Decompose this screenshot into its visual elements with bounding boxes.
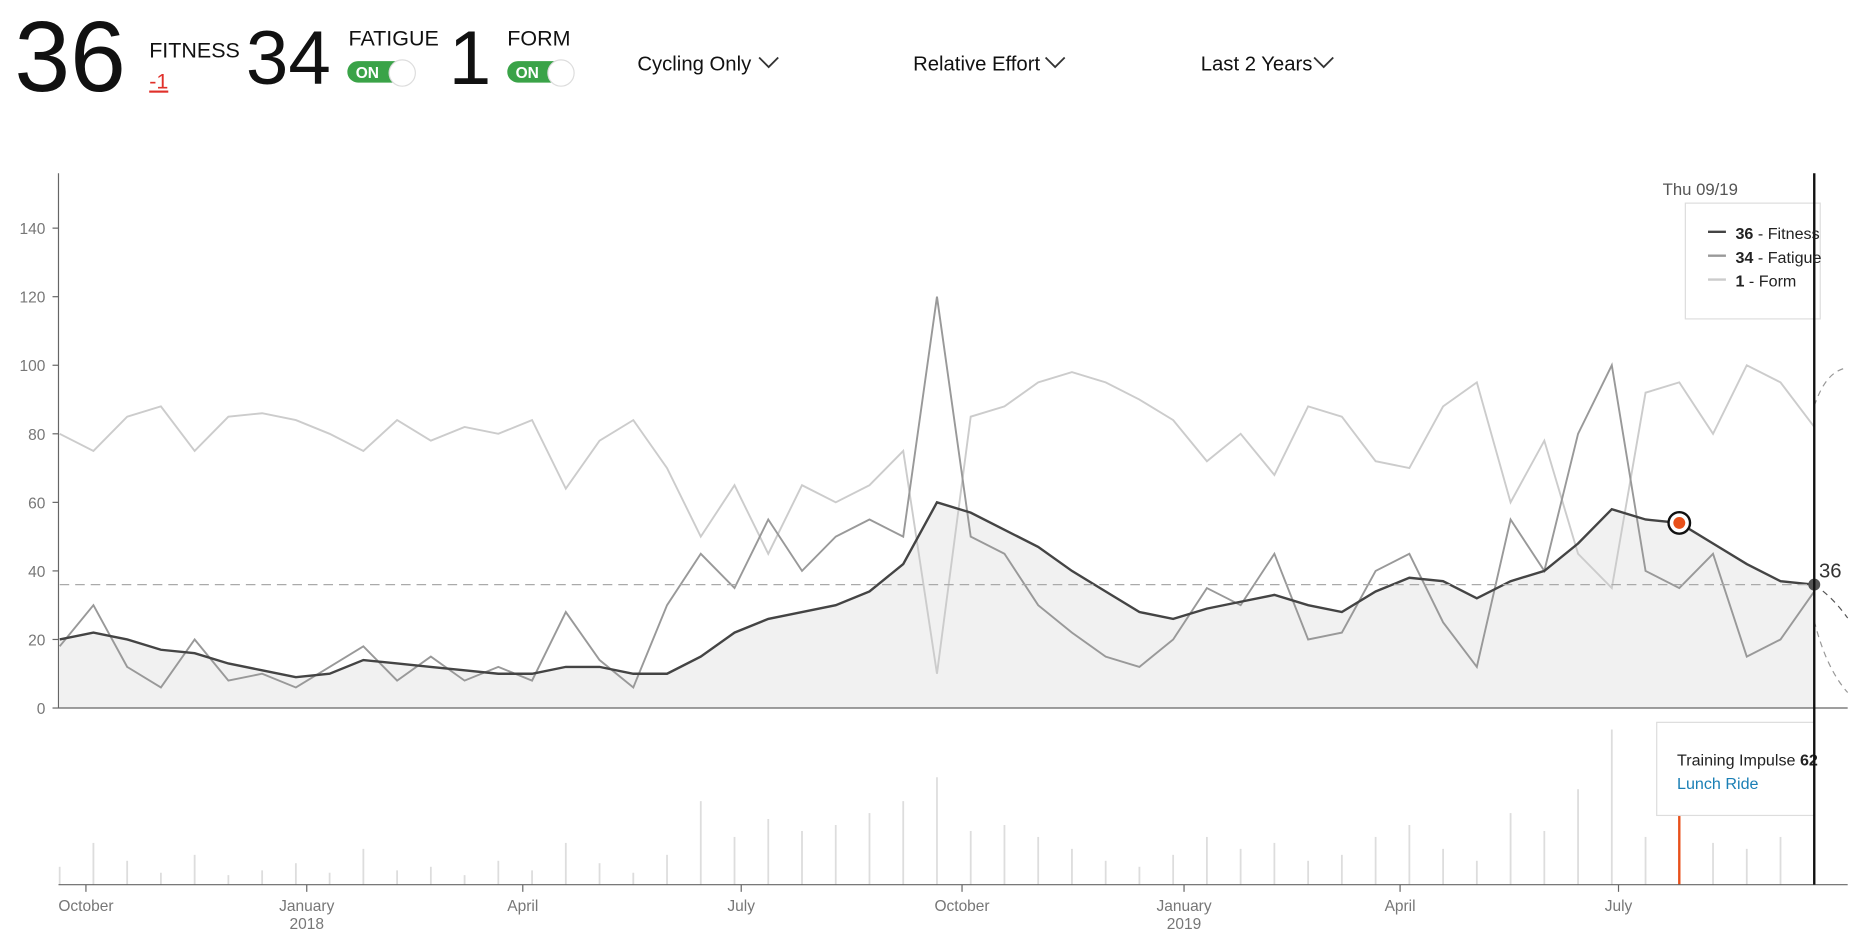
y-tick-label: 40 bbox=[28, 564, 46, 581]
y-tick-label: 100 bbox=[19, 358, 45, 375]
legend bbox=[1684, 202, 1821, 320]
legend-part: - bbox=[1753, 249, 1767, 267]
x-tick-label: October bbox=[934, 898, 989, 915]
date-label: Thu 09/19 bbox=[1663, 180, 1738, 199]
legend-part: 36 bbox=[1735, 225, 1753, 243]
legend-entry: 36 - Fitness bbox=[1735, 225, 1819, 243]
fitness-value: 36 bbox=[14, 1, 126, 113]
y-tick-label: 20 bbox=[28, 632, 46, 649]
filter-dropdown[interactable]: Relative Effort bbox=[913, 54, 1066, 76]
legend-part: Form bbox=[1759, 273, 1797, 291]
x-tick-label: April bbox=[1385, 898, 1416, 915]
x-tick-label: 2018 bbox=[290, 916, 324, 933]
series-line bbox=[59, 500, 1815, 679]
legend-part: Fatigue bbox=[1768, 249, 1822, 267]
x-tick-label: July bbox=[1605, 898, 1633, 915]
form-label: FORM bbox=[507, 27, 570, 51]
x-tick-label: October bbox=[58, 898, 113, 915]
legend-part: Fitness bbox=[1768, 225, 1820, 243]
tooltip-label: Training Impulse 62 bbox=[1677, 751, 1818, 769]
projection bbox=[1813, 367, 1848, 407]
projection bbox=[1813, 620, 1849, 693]
fatigue-toggle-text: ON bbox=[356, 65, 379, 82]
y-tick-label: 60 bbox=[28, 495, 46, 512]
form-value: 1 bbox=[449, 16, 491, 101]
series-line bbox=[58, 296, 1816, 690]
toggle-knob bbox=[547, 59, 575, 87]
legend-part: 34 bbox=[1735, 249, 1753, 267]
y-tick-label: 0 bbox=[37, 701, 46, 718]
x-tick-label: 2019 bbox=[1167, 916, 1201, 933]
y-tick-label: 140 bbox=[19, 221, 45, 238]
activity-link[interactable]: Lunch Ride bbox=[1677, 775, 1759, 793]
legend-entry: 1 - Form bbox=[1735, 273, 1796, 291]
x-tick-label: January bbox=[1156, 898, 1211, 915]
fitness-label: FITNESS bbox=[149, 39, 240, 63]
impulse-label: Training Impulse bbox=[1677, 751, 1796, 769]
series-line bbox=[59, 363, 1816, 674]
fitness-area bbox=[59, 502, 1815, 709]
chevron bbox=[1313, 56, 1334, 69]
tooltip bbox=[1656, 721, 1815, 817]
chevron bbox=[1044, 56, 1066, 69]
current-value: 36 bbox=[1819, 560, 1842, 582]
chevron bbox=[758, 56, 779, 69]
legend-part: - bbox=[1744, 273, 1758, 291]
plot: 36 bbox=[58, 296, 1849, 885]
legend-entry: 34 - Fatigue bbox=[1735, 249, 1821, 267]
fatigue-label: FATIGUE bbox=[349, 27, 439, 51]
filter-label: Cycling Only bbox=[637, 54, 752, 76]
fatigue-value: 34 bbox=[246, 16, 331, 101]
header: 36 FITNESS -1 34 FATIGUE ON 1 FORM ON Cy… bbox=[14, 1, 1334, 113]
x-tick-label: July bbox=[727, 898, 755, 915]
legend-part: 1 bbox=[1735, 273, 1744, 291]
toggle-knob bbox=[388, 59, 416, 87]
legend-part: - bbox=[1753, 225, 1767, 243]
filter-label: Relative Effort bbox=[913, 54, 1040, 76]
fitness-change: -1 bbox=[149, 70, 168, 94]
y-tick-label: 80 bbox=[28, 427, 46, 444]
form-toggle-text: ON bbox=[516, 65, 539, 82]
projection bbox=[1813, 584, 1849, 619]
x-tick-label: January bbox=[279, 898, 334, 915]
filter-label: Last 2 Years bbox=[1201, 54, 1313, 76]
y-tick-label: 120 bbox=[19, 290, 45, 307]
selected-dot bbox=[1673, 516, 1686, 529]
filter-dropdown[interactable]: Cycling Only bbox=[637, 54, 779, 76]
x-tick-label: April bbox=[507, 898, 538, 915]
filter-dropdown[interactable]: Last 2 Years bbox=[1201, 54, 1334, 76]
